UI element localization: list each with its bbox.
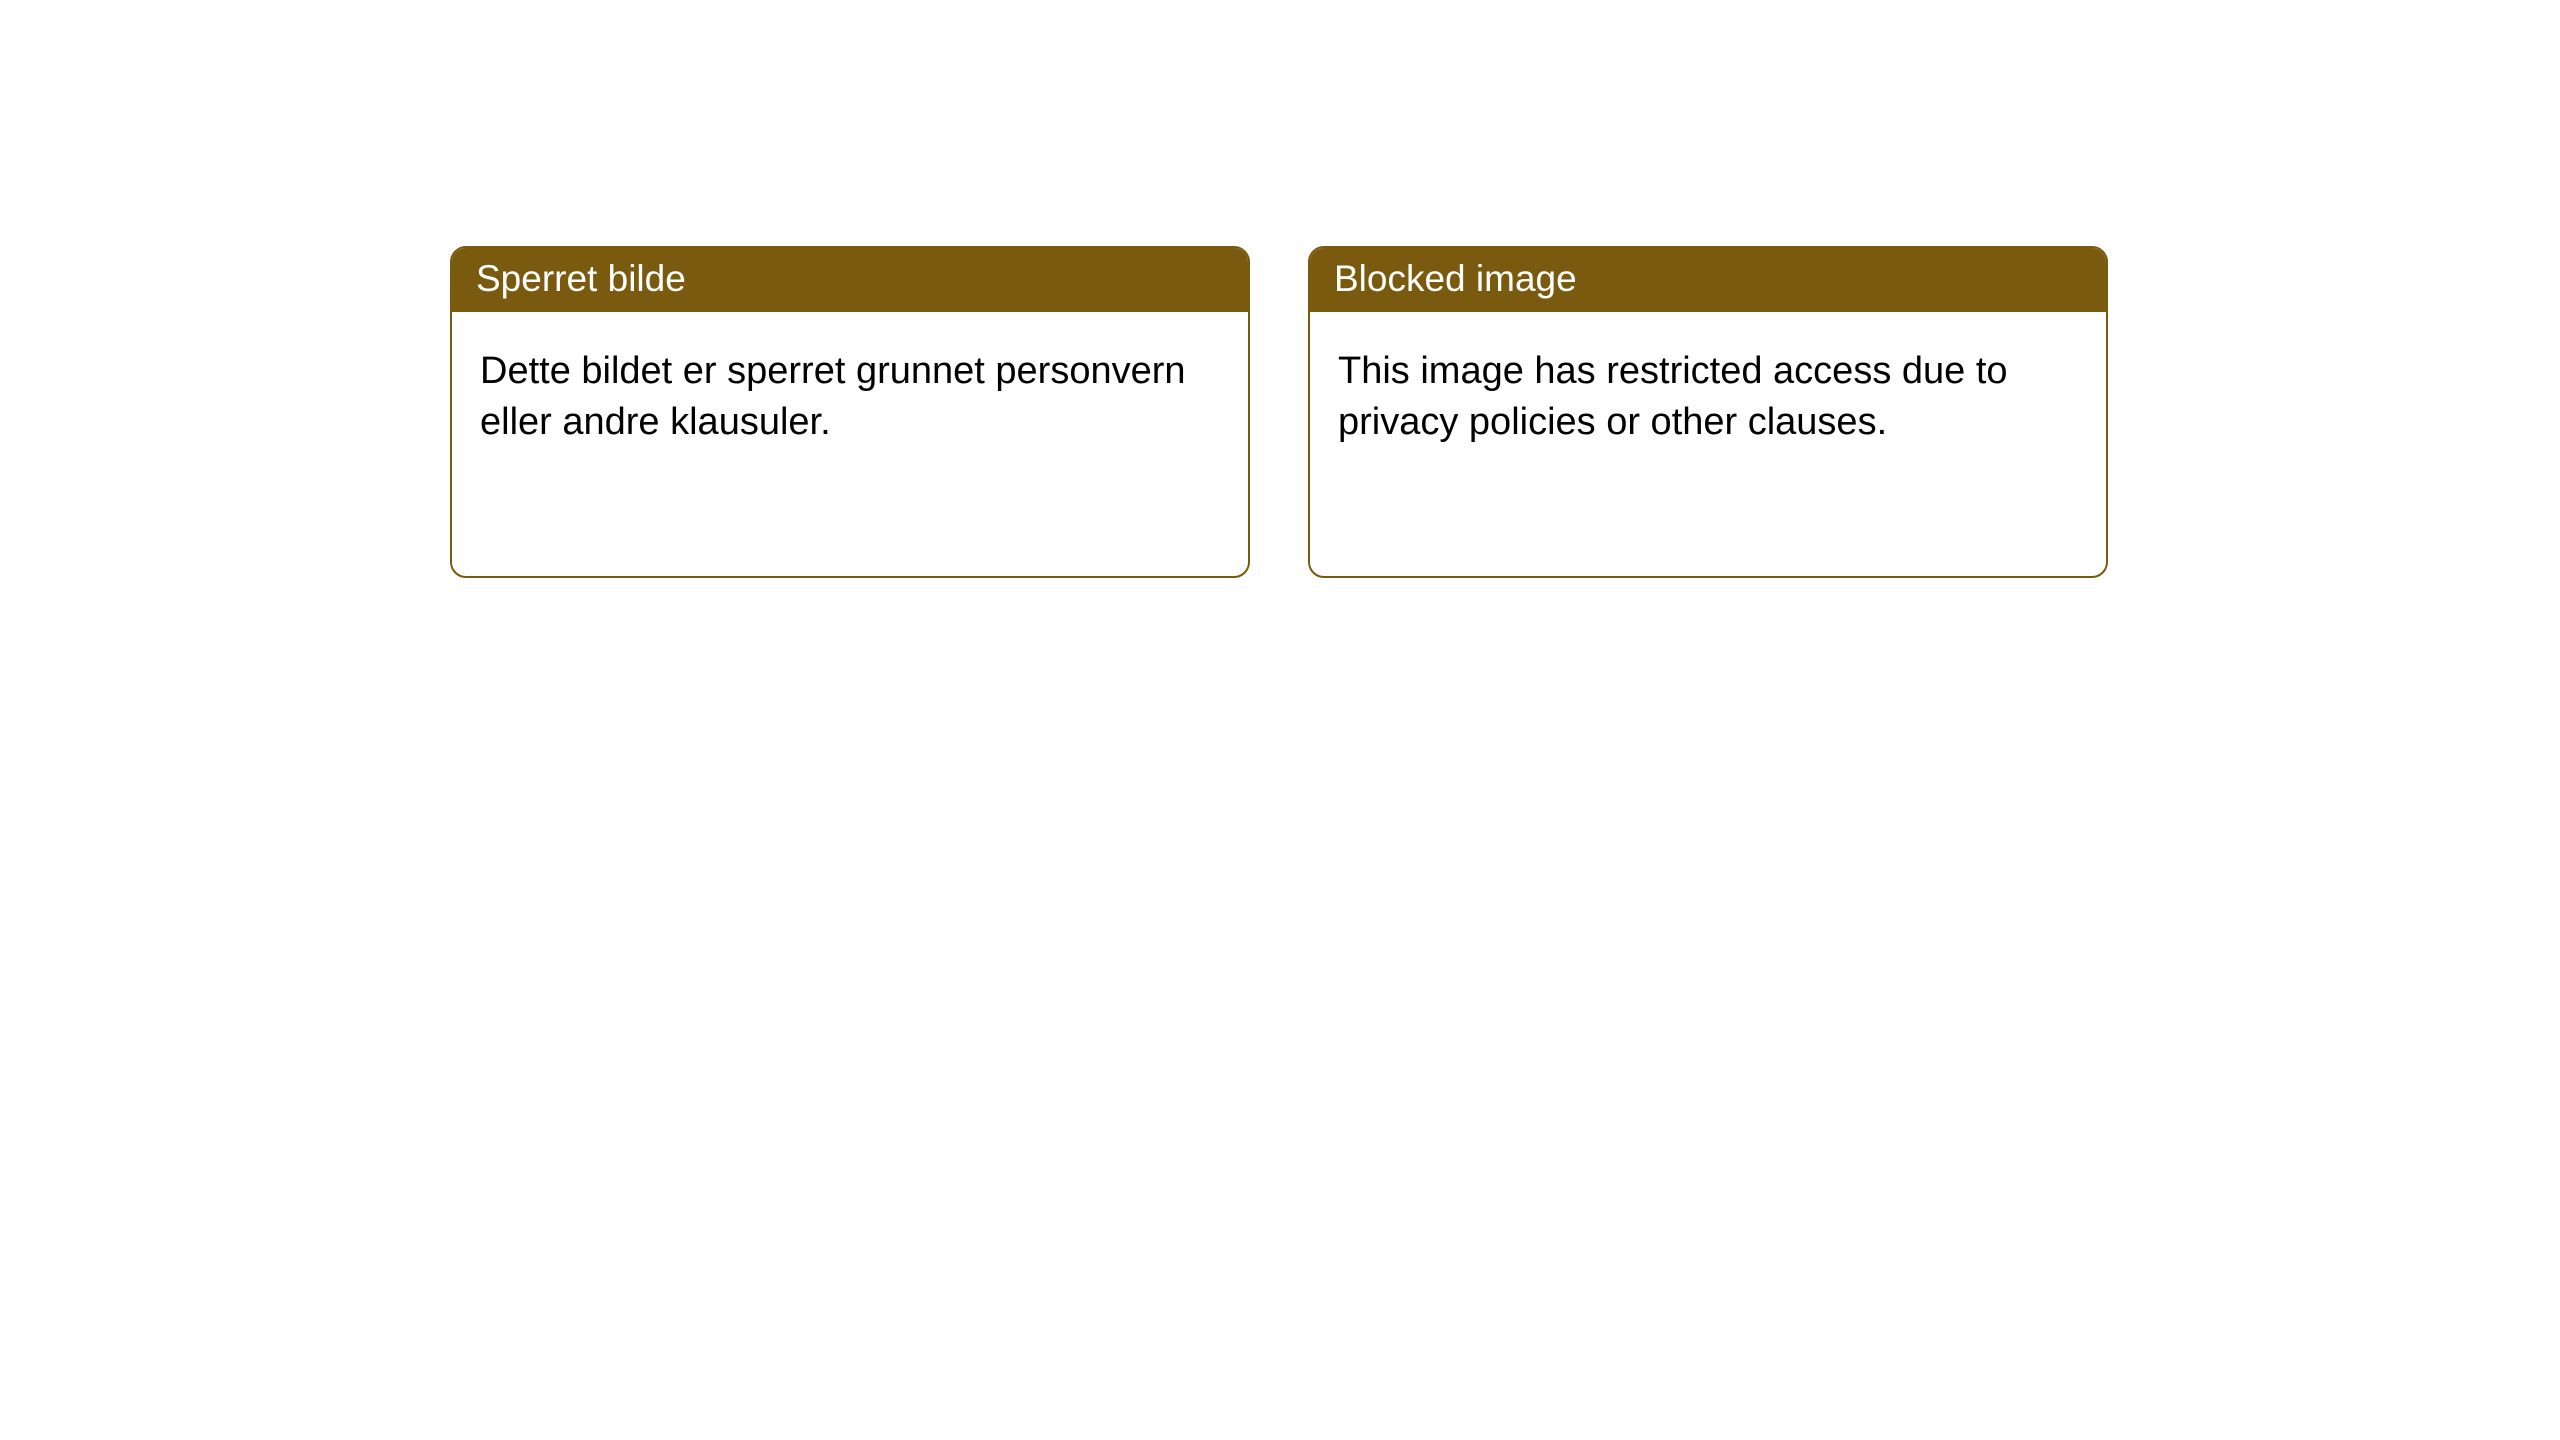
notice-card-en: Blocked image This image has restricted …: [1308, 246, 2108, 578]
notice-card-body: Dette bildet er sperret grunnet personve…: [452, 312, 1248, 473]
notice-card-no: Sperret bilde Dette bildet er sperret gr…: [450, 246, 1250, 578]
notice-card-title: Sperret bilde: [452, 248, 1248, 312]
notice-card-body: This image has restricted access due to …: [1310, 312, 2106, 473]
notice-container: Sperret bilde Dette bildet er sperret gr…: [0, 0, 2560, 578]
notice-card-title: Blocked image: [1310, 248, 2106, 312]
